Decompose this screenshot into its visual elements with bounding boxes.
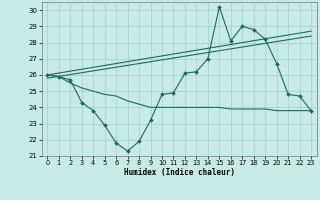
X-axis label: Humidex (Indice chaleur): Humidex (Indice chaleur) <box>124 168 235 177</box>
